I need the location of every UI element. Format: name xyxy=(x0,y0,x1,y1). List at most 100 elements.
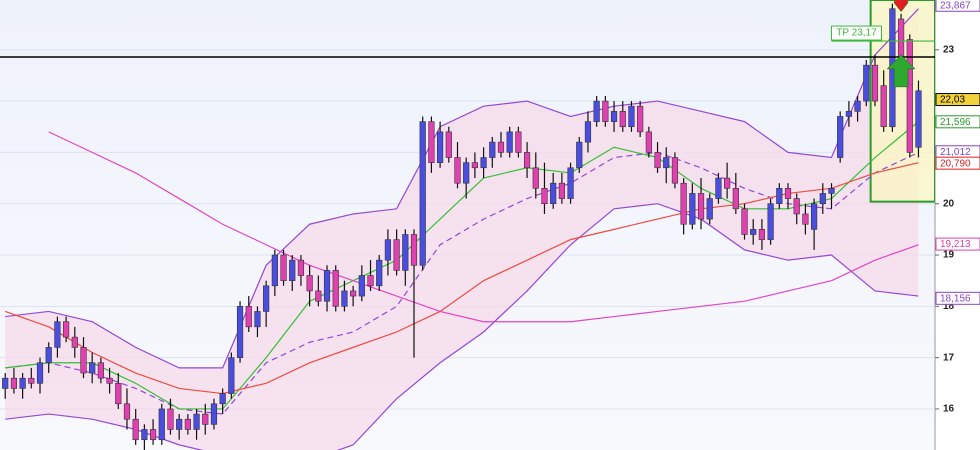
candle-body xyxy=(463,162,470,184)
candle-body xyxy=(358,275,365,297)
candle-body xyxy=(750,229,757,235)
candle-body xyxy=(637,105,644,133)
candle-body xyxy=(219,393,226,405)
candle-body xyxy=(419,121,426,266)
candle-body xyxy=(350,290,357,297)
candle-body xyxy=(332,270,339,307)
indicator-line xyxy=(48,131,919,323)
candle-body xyxy=(236,306,244,358)
target-label-box xyxy=(830,25,882,41)
price-label: 23,867 xyxy=(940,0,971,11)
candle-body xyxy=(715,177,722,199)
y-tick-label: 23 xyxy=(943,44,955,55)
candle-body xyxy=(141,429,148,441)
candle-body xyxy=(541,188,548,205)
candle-body xyxy=(97,362,104,379)
candle-body xyxy=(680,182,687,225)
candle-body xyxy=(228,357,235,394)
candle-body xyxy=(2,377,9,389)
price-label-box xyxy=(935,291,980,305)
y-tick-label: 18 xyxy=(943,301,955,312)
price-label-box xyxy=(935,237,980,251)
candle-body xyxy=(254,311,261,328)
candle-body xyxy=(610,111,618,122)
candle-body xyxy=(915,90,922,148)
candle-body xyxy=(654,152,661,169)
candle-body xyxy=(689,193,696,225)
y-tick-label: 17 xyxy=(943,352,955,363)
candle-body xyxy=(558,182,565,199)
candle-body xyxy=(280,254,287,281)
candle-body xyxy=(384,239,392,261)
candle-body xyxy=(80,347,87,374)
candle-body xyxy=(645,131,652,153)
candle-body xyxy=(158,408,165,441)
candle-body xyxy=(454,157,461,184)
candle-body xyxy=(602,100,609,122)
candle-body xyxy=(123,403,131,420)
candle-body xyxy=(376,259,383,287)
candle-body xyxy=(480,157,487,169)
candle-body xyxy=(758,229,766,240)
candle-body xyxy=(550,182,557,205)
candle-body xyxy=(428,121,435,163)
candle-body xyxy=(593,100,600,122)
candle-body xyxy=(193,413,200,430)
candle-body xyxy=(880,85,887,128)
candle-body xyxy=(532,167,539,189)
price-label: 19,213 xyxy=(940,239,971,250)
candle-body xyxy=(863,64,870,102)
candle-body xyxy=(523,152,531,169)
signal-arrow xyxy=(886,54,916,88)
candle-body xyxy=(289,259,296,281)
y-axis: 161718192021222323,86722,0321,59621,0122… xyxy=(935,0,980,415)
candle-body xyxy=(28,377,35,384)
price-label: 18,156 xyxy=(940,293,971,304)
price-label-box xyxy=(935,115,980,129)
y-tick-label: 16 xyxy=(943,404,955,415)
candle-body xyxy=(245,306,252,328)
candle-body xyxy=(445,131,452,158)
candle-body xyxy=(732,188,739,210)
price-label: 22,03 xyxy=(940,95,965,106)
price-label: 20,790 xyxy=(940,158,971,169)
candle-body xyxy=(36,362,44,384)
candle-body xyxy=(89,362,96,374)
candle-body xyxy=(71,336,78,348)
candle-body xyxy=(871,64,879,102)
indicator-line xyxy=(5,203,919,450)
candle-body xyxy=(19,377,26,389)
candle-body xyxy=(767,203,774,240)
candle-body xyxy=(167,408,174,430)
price-label: 21,012 xyxy=(940,147,971,158)
candle-body xyxy=(697,193,705,220)
candle-body xyxy=(567,167,574,199)
y-tick-label: 19 xyxy=(943,250,955,261)
candle-body xyxy=(471,162,478,169)
candle-body xyxy=(845,111,852,117)
candle-body xyxy=(776,188,783,205)
candle-body xyxy=(263,285,270,312)
candle-body xyxy=(210,403,218,425)
candle-body xyxy=(202,413,209,425)
candle-body xyxy=(489,141,496,158)
candle-body xyxy=(619,111,626,128)
candle-body xyxy=(497,141,505,153)
candle-body xyxy=(724,177,731,189)
price-label-box xyxy=(935,0,980,12)
band-fill xyxy=(5,8,919,450)
candle-body xyxy=(628,105,635,128)
indicator-line xyxy=(5,162,919,395)
candle-body xyxy=(106,377,113,384)
candle-body xyxy=(63,321,70,338)
candle-body xyxy=(515,131,522,153)
price-label-box xyxy=(935,93,980,107)
candle-body xyxy=(132,418,139,441)
candle-body xyxy=(10,377,18,389)
price-label-box xyxy=(935,156,980,170)
plot-area: TP 23,17 xyxy=(0,0,935,450)
candle-body xyxy=(149,429,157,441)
candle-body xyxy=(402,234,409,271)
candle-body xyxy=(811,203,818,230)
